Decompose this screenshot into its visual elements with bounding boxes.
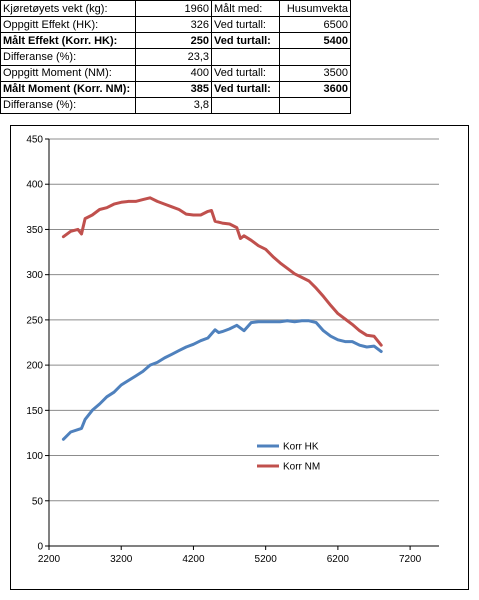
row-label: Differanse (%): xyxy=(0,48,136,66)
row-value2 xyxy=(279,48,351,66)
y-tick-label: 300 xyxy=(26,270,43,281)
row-value2: 6500 xyxy=(279,16,351,34)
y-tick-label: 350 xyxy=(26,225,43,236)
table-row: Oppgitt Effekt (HK): 326 Ved turtall: 6500 xyxy=(0,16,351,34)
table-row: Målt Effekt (Korr. HK): 250 Ved turtall: 54… xyxy=(0,32,351,50)
y-tick-label: 250 xyxy=(26,315,43,326)
row-label: Oppgitt Effekt (HK): xyxy=(0,16,136,34)
x-tick-label: 4200 xyxy=(182,554,205,565)
y-tick-label: 400 xyxy=(26,180,43,191)
x-tick-label: 7200 xyxy=(399,554,422,565)
row-value2 xyxy=(279,96,351,115)
y-tick-label: 150 xyxy=(26,406,43,417)
table-row: Kjøretøyets vekt (kg): 1960 Målt med: Husum… xyxy=(0,0,351,18)
table-row: Målt Moment (Korr. NM): 385 Ved turtall: 36… xyxy=(0,80,351,98)
row-label: Oppgitt Moment (NM): xyxy=(0,64,136,82)
row-value: 385 xyxy=(135,80,212,98)
table-row: Differanse (%): 23,3 xyxy=(0,48,351,66)
row-value: 23,3 xyxy=(135,48,212,66)
row-label2: Ved turtall: xyxy=(211,32,280,50)
row-value2: 5400 xyxy=(279,32,351,50)
y-tick-label: 200 xyxy=(26,361,43,372)
row-label2: Ved turtall: xyxy=(211,64,280,82)
row-value: 250 xyxy=(135,32,212,50)
row-label2 xyxy=(211,96,280,115)
y-tick-label: 100 xyxy=(26,451,43,462)
x-tick-label: 6200 xyxy=(327,554,350,565)
vehicle-data-table: Kjøretøyets vekt (kg): 1960 Målt med: Husum… xyxy=(0,0,351,115)
row-label2 xyxy=(211,48,280,66)
series-line-korr-hk xyxy=(61,319,383,441)
row-label2: Målt med: xyxy=(211,0,280,18)
row-value2: Husumvekta xyxy=(279,0,351,18)
row-label: Målt Effekt (Korr. HK): xyxy=(0,32,136,50)
row-value: 1960 xyxy=(135,0,212,18)
row-label: Kjøretøyets vekt (kg): xyxy=(0,0,136,18)
x-tick-label: 2200 xyxy=(38,554,61,565)
series-line-korr-nm xyxy=(61,196,383,347)
x-tick-label: 5200 xyxy=(255,554,278,565)
y-tick-label: 50 xyxy=(32,496,44,507)
table-row: Differanse (%): 3,8 xyxy=(0,96,351,115)
row-value: 3,8 xyxy=(135,96,212,115)
row-label2: Ved turtall: xyxy=(211,80,280,98)
dyno-chart: 0 50 100 150 200 250 300 350 400 450 2200 3200 4200… xyxy=(26,135,439,565)
row-value2: 3600 xyxy=(279,80,351,98)
legend-label: Korr HK xyxy=(283,442,319,453)
y-tick-label: 450 xyxy=(26,135,43,146)
chart-frame: 0 50 100 150 200 250 300 350 400 450 2200 3200 4200… xyxy=(10,125,469,590)
legend-label: Korr NM xyxy=(283,462,320,473)
table-row: Oppgitt Moment (NM): 400 Ved turtall: 3500 xyxy=(0,64,351,82)
x-tick-label: 3200 xyxy=(110,554,133,565)
row-label2: Ved turtall: xyxy=(211,16,280,34)
y-tick-label: 0 xyxy=(37,542,43,553)
row-value: 326 xyxy=(135,16,212,34)
row-value2: 3500 xyxy=(279,64,351,82)
row-value: 400 xyxy=(135,64,212,82)
row-label: Målt Moment (Korr. NM): xyxy=(0,80,136,98)
row-label: Differanse (%): xyxy=(0,96,136,115)
